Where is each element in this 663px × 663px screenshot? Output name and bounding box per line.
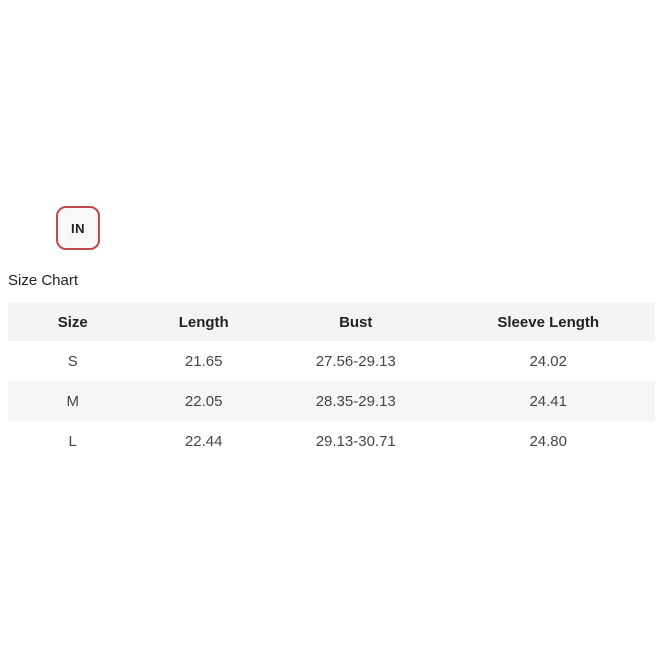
- cell-bust: 29.13-30.71: [315, 432, 396, 450]
- cell-length: 22.05: [137, 381, 271, 421]
- cell-bust: 28.35-29.13: [270, 381, 442, 421]
- table-row-size-l: L 22.44 29.13-30.71 24.80: [8, 421, 655, 461]
- cell-bust: 27.56-29.13: [315, 352, 396, 370]
- cell-length: 21.65: [184, 352, 223, 370]
- size-chart-table: Size Length Bust Sleeve Length S 21.65 2…: [8, 303, 655, 461]
- table-row-size-m: M 22.05 28.35-29.13 24.41: [8, 381, 655, 421]
- table-header-row: Size Length Bust Sleeve Length: [8, 303, 655, 341]
- cell-sleeve-length: 24.02: [529, 352, 567, 370]
- cell-size: L: [68, 432, 77, 450]
- table-row-size-s: S 21.65 27.56-29.13 24.02: [8, 341, 655, 381]
- unit-toggle-in-button[interactable]: IN: [56, 206, 100, 250]
- column-header-sleeve-length: Sleeve Length: [441, 303, 655, 341]
- cell-length: 22.44: [184, 432, 223, 450]
- column-header-size: Size: [8, 303, 138, 341]
- cell-sleeve-length: 24.80: [529, 432, 567, 450]
- size-chart-title: Size Chart: [8, 272, 79, 289]
- cell-size: S: [67, 352, 78, 370]
- cell-sleeve-length: 24.41: [441, 381, 655, 421]
- column-header-length: Length: [137, 303, 271, 341]
- cell-size: M: [8, 381, 138, 421]
- column-header-bust: Bust: [270, 303, 442, 341]
